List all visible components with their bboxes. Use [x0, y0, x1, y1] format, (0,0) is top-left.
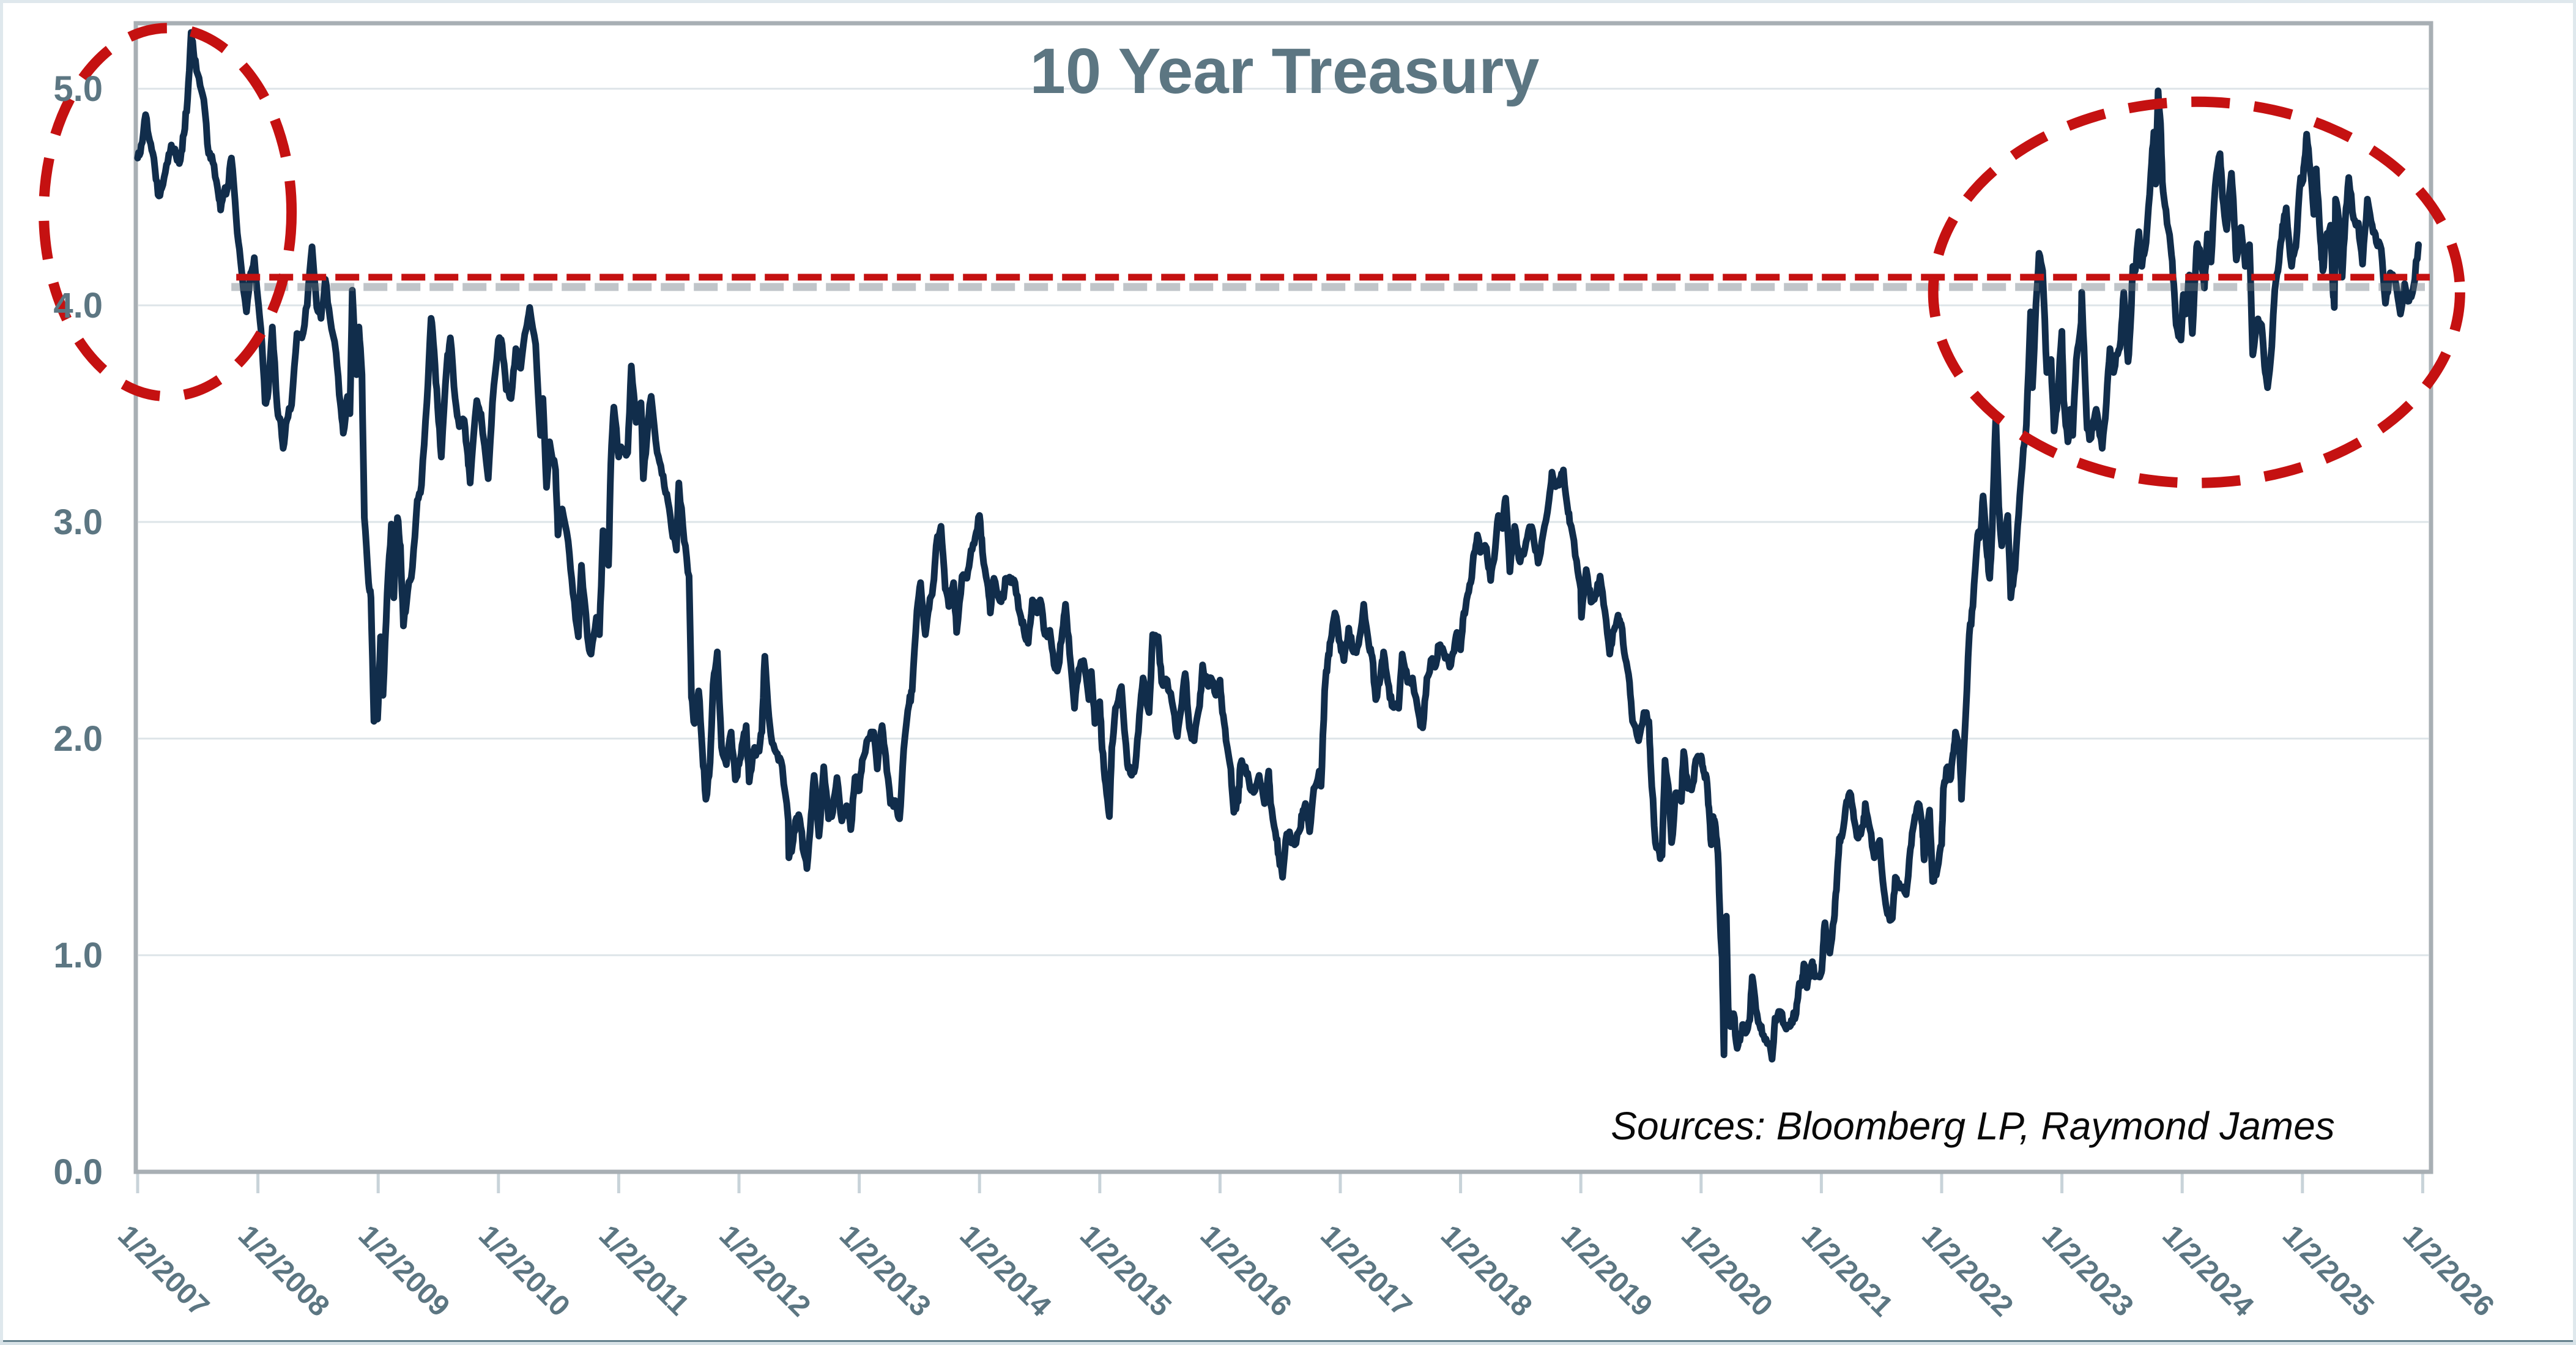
x-axis-label-2019: 1/2/2019: [1554, 1219, 1658, 1323]
y-axis-label-5.0: 5.0: [53, 69, 103, 109]
x-axis-label-2009: 1/2/2009: [352, 1219, 456, 1323]
x-axis-label-2008: 1/2/2008: [232, 1219, 336, 1323]
x-axis-label-2026: 1/2/2026: [2397, 1219, 2501, 1323]
gridlines: [138, 88, 2429, 956]
x-axis-label-2018: 1/2/2018: [1435, 1219, 1539, 1323]
x-axis-label-2015: 1/2/2015: [1074, 1219, 1178, 1323]
x-axis-label-2013: 1/2/2013: [833, 1219, 937, 1323]
plot-frame: [133, 21, 2433, 1174]
x-axis-label-2024: 1/2/2024: [2156, 1219, 2260, 1323]
x-axis-label-2010: 1/2/2010: [472, 1219, 576, 1323]
y-axis-label-1.0: 1.0: [53, 936, 103, 975]
x-axis-label-2011: 1/2/2011: [593, 1219, 696, 1322]
x-axis-label-2017: 1/2/2017: [1314, 1219, 1418, 1323]
x-axis-label-2007: 1/2/2007: [111, 1219, 215, 1323]
y-axis-label-3.0: 3.0: [53, 502, 103, 542]
annotation-ellipses: [39, 23, 2465, 488]
annotation-ellipse-2: [1928, 96, 2465, 488]
y-axis-label-0.0: 0.0: [53, 1152, 103, 1192]
treasury-yield-line: [134, 29, 2422, 1063]
x-axis-labels: 1/2/2007 1/2/2008 1/2/2009 1/2/2010 1/2/2011…: [111, 1219, 2500, 1323]
x-axis-label-2025: 1/2/2025: [2276, 1219, 2380, 1323]
y-axis-label-2.0: 2.0: [53, 719, 103, 759]
y-axis-labels: 0.0 1.0 2.0 3.0 4.0 5.0: [53, 69, 103, 1192]
x-axis-ticks: [136, 1174, 2424, 1193]
x-axis-label-2016: 1/2/2016: [1194, 1219, 1298, 1323]
x-axis-label-2021: 1/2/2021: [1795, 1219, 1899, 1323]
x-axis-label-2023: 1/2/2023: [2036, 1219, 2140, 1323]
y-axis-label-4.0: 4.0: [53, 286, 103, 326]
annotation-ellipse-1: [39, 23, 297, 402]
chart-title: 10 Year Treasury: [1030, 35, 1540, 107]
x-axis-label-2020: 1/2/2020: [1675, 1219, 1779, 1323]
source-note: Sources: Bloomberg LP, Raymond James: [1611, 1104, 2334, 1148]
x-axis-label-2012: 1/2/2012: [713, 1219, 817, 1323]
x-axis-label-2022: 1/2/2022: [1915, 1219, 2019, 1323]
x-axis-label-2014: 1/2/2014: [953, 1219, 1057, 1323]
